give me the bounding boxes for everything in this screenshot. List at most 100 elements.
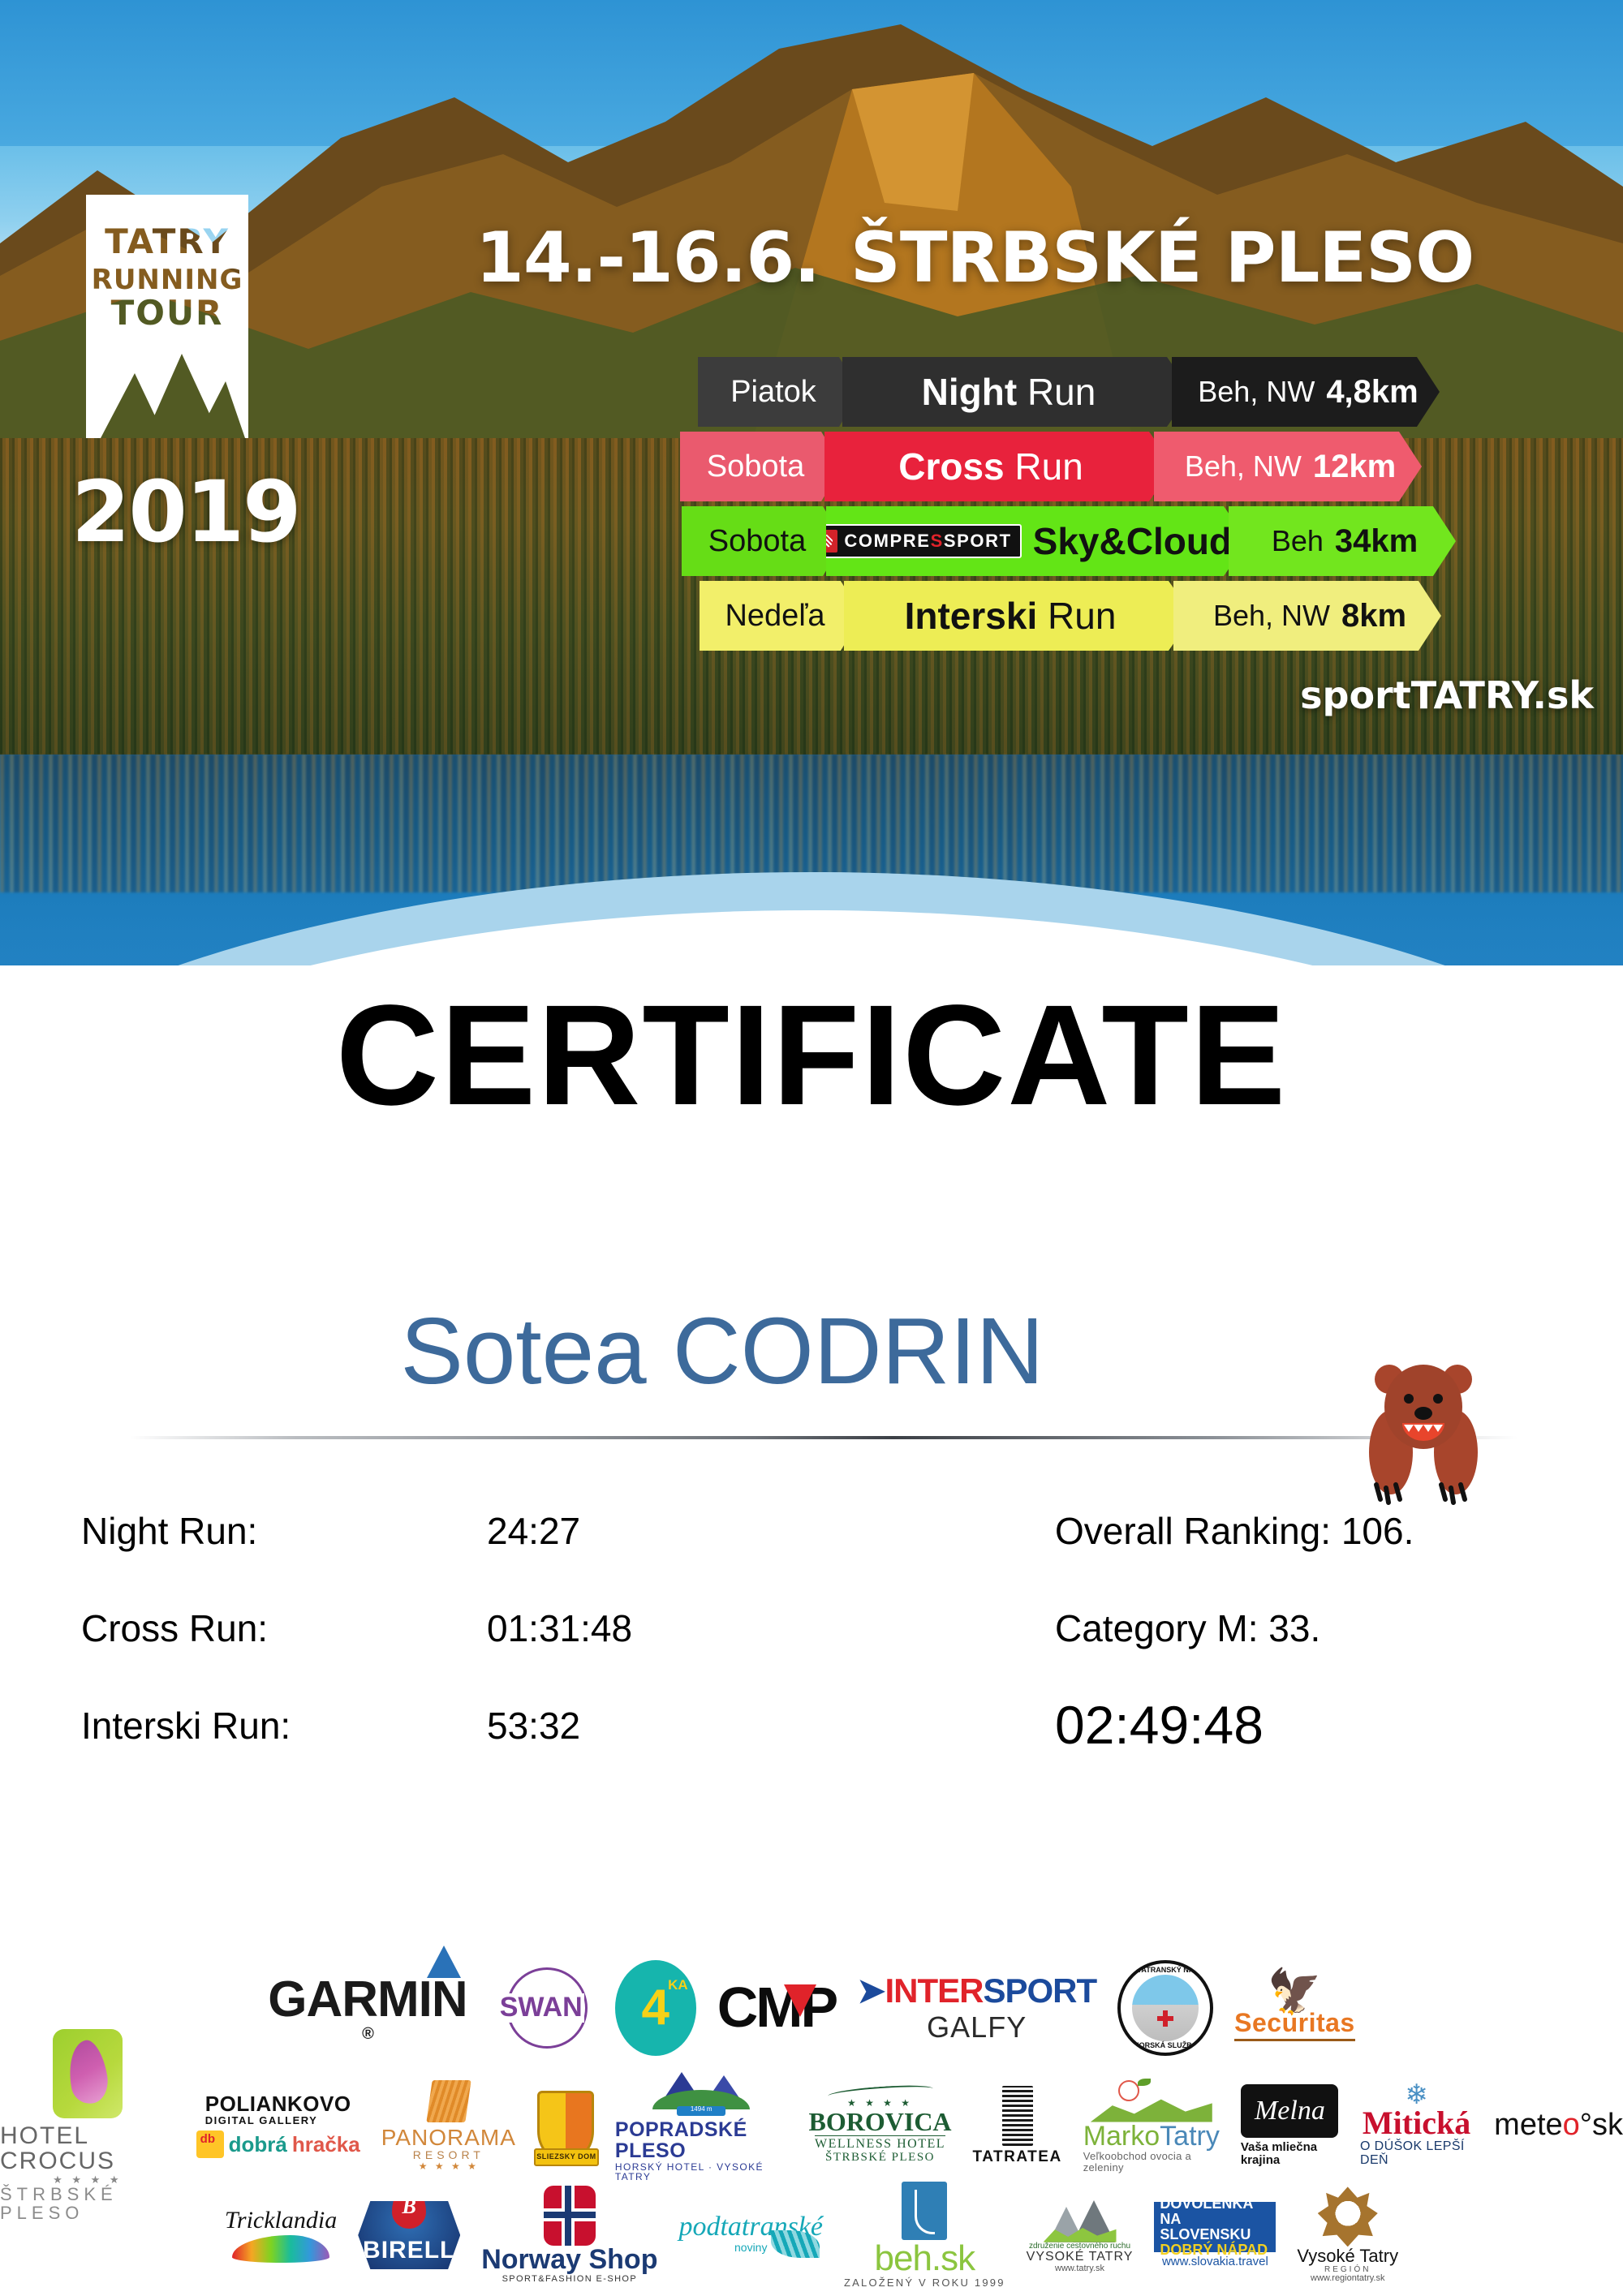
race-name: Interski Run [844, 581, 1193, 651]
race-type: Beh, NW [1184, 449, 1302, 483]
result-label: Cross Run: [81, 1607, 269, 1649]
race-name: Night Run [842, 357, 1191, 427]
result-time: 01:31:48 [487, 1607, 633, 1649]
popradske-label: POPRADSKÉ PLESO [614, 2118, 747, 2163]
race-row: Sobota Cross Run Beh, NW 12km [680, 432, 1623, 501]
poliankovo-block: POLIANKOVO DIGITAL GALLERY [204, 2091, 351, 2126]
race-name-bold: Night [921, 371, 1018, 413]
sponsor-sliezsky-dom: SLIEZSKY DOM [533, 2083, 599, 2168]
sponsor-swan: SWAN [489, 1964, 594, 2052]
result-time: 24:27 [487, 1510, 581, 1552]
tricklandia-rainbow-icon [232, 2234, 330, 2263]
result-row: Interski Run: 53:32 02:49:48 [0, 1695, 1623, 1801]
birell-drop-icon: B [392, 2201, 427, 2229]
tatratea-column-icon [1001, 2086, 1033, 2147]
race-name-light: Run [1027, 371, 1096, 413]
sponsor-tatratea: TATRATEA [973, 2086, 1062, 2165]
result-label: Night Run: [81, 1510, 258, 1552]
race-km: 12km [1312, 448, 1397, 484]
event-date-place: 14.-16.6. ŠTRBSKÉ PLESO [476, 217, 1474, 299]
markotatry-sub: Veľkoobchod ovocia a zeleniny [1083, 2150, 1192, 2173]
melna-box-icon: Melna [1241, 2084, 1339, 2139]
slovakia-box-icon: DOVOLENKA NA SLOVENSKU DOBRÝ NÁPAD [1154, 2196, 1276, 2257]
region-label: Vysoké Tatry [1297, 2246, 1399, 2267]
sponsor-securitas: 🦅 Securitas [1234, 1967, 1355, 2041]
4ka-suffix: KA [668, 1977, 688, 1993]
vysoke-tatry-mountain-icon [1043, 2197, 1117, 2242]
sponsor-section: GARMIN ® SWAN 4 KA CMP ➤INTERSPORT GALFY [0, 1945, 1623, 2288]
vysoke-tatry-url: www.tatry.sk [1055, 2263, 1104, 2273]
race-name: COMPRESSPORT Sky&Clouds [826, 506, 1248, 576]
slovakia-url: www.slovakia.travel [1161, 2255, 1268, 2269]
race-km: 4,8km [1326, 373, 1419, 410]
compressport-logo: COMPRESSPORT [805, 524, 1021, 558]
miticka-label: Mitická [1362, 2104, 1471, 2141]
divider-line [130, 1436, 1518, 1439]
panorama-mark-icon [426, 2079, 471, 2122]
swan-label: SWAN [497, 1992, 584, 2023]
race-type: Beh, NW [1212, 599, 1330, 632]
race-row: Sobota COMPRESSPORT Sky&Clouds Beh 34km [682, 506, 1623, 576]
region-sub: REGIÓN [1324, 2264, 1371, 2274]
tanap-emblem-icon [1132, 1975, 1199, 2041]
sponsor-borovica: ★ ★ ★ ★ BOROVICA WELLNESS HOTEL ŠTRBSKÉ … [808, 2083, 952, 2165]
poliankovo-label: POLIANKOVO [204, 2091, 351, 2116]
result-time: 53:32 [487, 1705, 581, 1747]
behsk-runner-icon [902, 2182, 948, 2241]
sponsor-miticka: ❄ Mitická O DÚŠOK LEPŠÍ DEŇ [1360, 2079, 1473, 2168]
garmin-label: GARMIN [268, 1971, 467, 2027]
panorama-sub: RESORT [412, 2148, 484, 2162]
borovica-alt: ŠTRBSKÉ PLESO [825, 2151, 935, 2165]
race-row: Piatok Night Run Beh, NW 4,8km [698, 357, 1623, 427]
bear-mascot-icon [1369, 1365, 1478, 1505]
race-day: Nedeľa [700, 581, 862, 651]
logo-badge-svg: TATRY RUNNING TOUR [86, 195, 248, 462]
borovica-sub: WELLNESS HOTEL [815, 2135, 946, 2152]
sponsor-hotel-crocus: HOTEL CROCUS ★ ★ ★ ★ ŠTRBSKÉ PLESO [0, 2028, 175, 2224]
securitas-bird-icon: 🦅 [1267, 1967, 1323, 2017]
popradske-mountain-icon: 1494 m [652, 2069, 751, 2119]
norway-sub: SPORT&FASHION E-SHOP [502, 2274, 638, 2285]
region-crest-icon [1317, 2186, 1378, 2247]
miticka-water-icon: ❄ [1405, 2079, 1428, 2110]
panorama-stars: ★ ★ ★ ★ [418, 2160, 479, 2172]
sponsor-tanap-horska-sluzba: TATRANSKÝ NP HORSKÁ SLUŽBA [1117, 1960, 1214, 2056]
norway-flag-icon [543, 2186, 596, 2247]
total-time: 02:49:48 [1055, 1695, 1264, 1755]
athlete-name: Sotea CODRIN [400, 1298, 1044, 1404]
dobra-hracka-block: dobrá hračka [196, 2130, 360, 2159]
race-distance: Beh, NW 12km [1154, 432, 1422, 501]
garmin-reg: ® [362, 2025, 374, 2044]
sponsor-popradske-pleso: 1494 m POPRADSKÉ PLESO HORSKÝ HOTEL · VY… [615, 2069, 788, 2182]
result-row: Cross Run: 01:31:48 Category M: 33. [0, 1606, 1623, 1704]
sponsor-vysoke-tatry-tourism: združenie cestovného ruchu VYSOKÉ TATRY … [1027, 2197, 1134, 2274]
sponsor-cmp: CMP [717, 1978, 839, 2038]
sponsor-melna: Melna Vaša mliečna krajina [1241, 2084, 1339, 2167]
borovica-label: BOROVICA [808, 2106, 952, 2136]
crocus-sub: ŠTRBSKÉ PLESO [0, 2184, 118, 2224]
result-row: Night Run: 24:27 Overall Ranking: 106. [0, 1509, 1623, 1606]
race-distance: Beh, NW 4,8km [1172, 357, 1440, 427]
race-type: Beh, NW [1198, 375, 1315, 408]
sponsor-poliankovo-dobra-hracka: POLIANKOVO DIGITAL GALLERY dobrá hračka [196, 2091, 360, 2159]
sponsor-4ka: 4 KA [614, 1960, 696, 2056]
race-day: Sobota [680, 432, 842, 501]
vysoke-tatry-label: VYSOKÉ TATRY [1026, 2250, 1134, 2264]
melna-sub: Vaša mliečna krajina [1240, 2140, 1318, 2167]
category-ranking: Category M: 33. [1055, 1607, 1321, 1649]
sponsor-norway-shop: Norway Shop SPORT&FASHION E-SHOP [481, 2186, 657, 2284]
vysoke-tatry-sub: združenie cestovného ruchu [1028, 2241, 1131, 2251]
tanap-top-label: TATRANSKÝ NP [1137, 1966, 1194, 1974]
birell-label: BIRELL [363, 2236, 456, 2264]
dobra-label: dobrá [228, 2132, 287, 2157]
4ka-number: 4 [641, 1980, 669, 2036]
race-km: 34km [1334, 522, 1419, 559]
sponsor-birell: B BIRELL [358, 2201, 461, 2269]
lake-reflection [0, 755, 1623, 892]
panorama-label: PANORAMA [381, 2124, 516, 2150]
popradske-sub: HORSKÝ HOTEL · VYSOKÉ TATRY [614, 2161, 764, 2183]
sponsor-tricklandia: Tricklandia [225, 2208, 337, 2263]
sponsor-podtatranske-noviny: podtatranské noviny [678, 2212, 823, 2259]
race-name-light: Run [1048, 595, 1117, 637]
tatratea-label: TATRATEA [972, 2148, 1062, 2166]
